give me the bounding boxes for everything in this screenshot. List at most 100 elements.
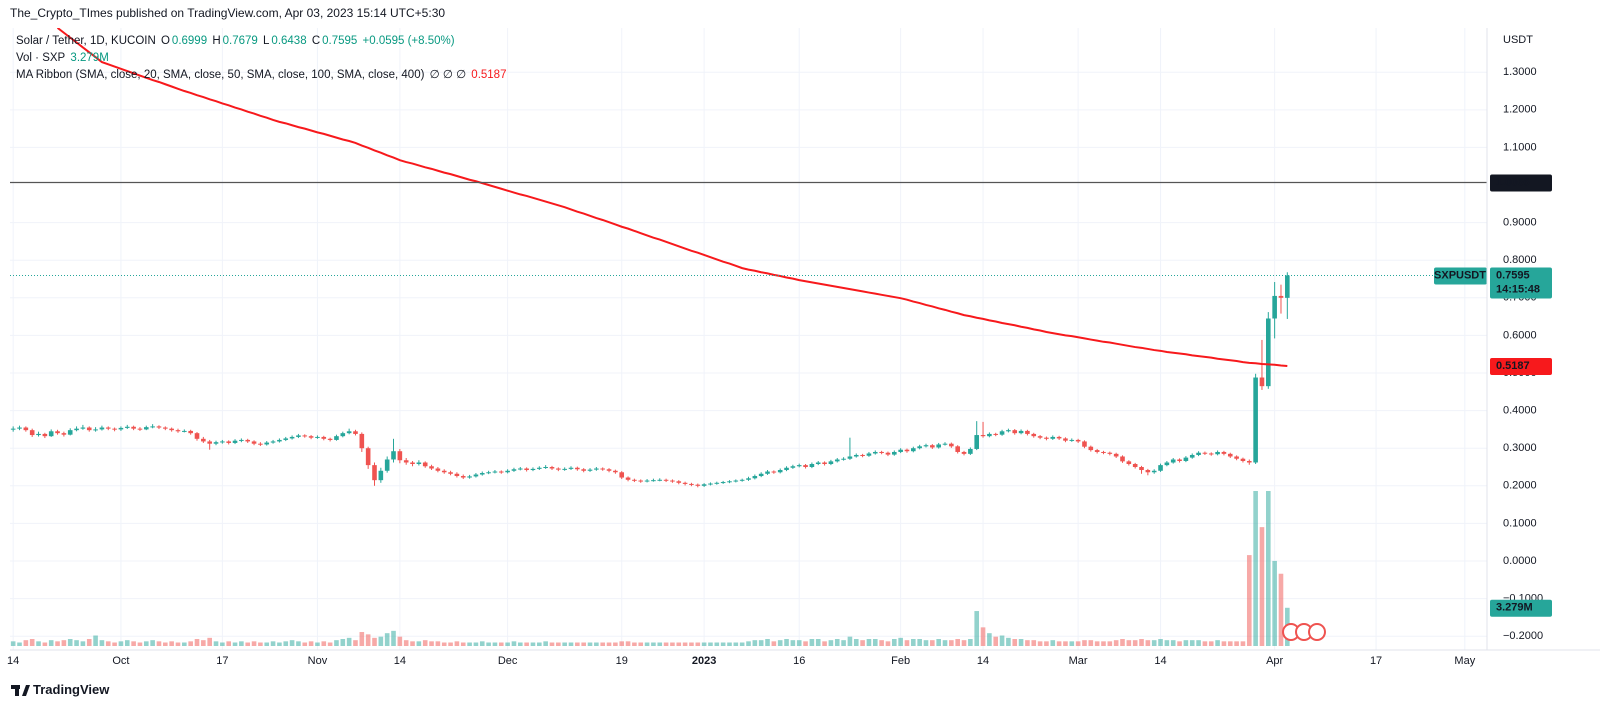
y-tick-label: 1.1000 bbox=[1503, 141, 1537, 153]
volume-bar bbox=[86, 639, 92, 646]
candle-body bbox=[790, 466, 796, 468]
volume-bar bbox=[670, 642, 675, 646]
candle-body bbox=[993, 433, 999, 435]
candle-body bbox=[365, 448, 371, 466]
candle-body bbox=[67, 430, 73, 435]
y-tick-label: 1.2000 bbox=[1503, 104, 1537, 116]
candle-body bbox=[1177, 459, 1182, 461]
volume-bar bbox=[416, 641, 422, 646]
volume-bar bbox=[904, 640, 910, 646]
brand-logo bbox=[11, 685, 30, 696]
candle-body bbox=[137, 428, 143, 430]
x-tick-label: Oct bbox=[112, 655, 129, 667]
x-tick-label: 14 bbox=[1154, 655, 1166, 667]
volume-bar bbox=[644, 642, 650, 646]
candle-body bbox=[283, 438, 289, 440]
candle-body bbox=[1189, 454, 1195, 458]
volume-bar bbox=[150, 640, 155, 646]
candle-body bbox=[1164, 462, 1170, 466]
volume-bar bbox=[391, 630, 396, 646]
candle-body bbox=[1196, 452, 1201, 455]
volume-bar bbox=[651, 642, 656, 646]
candle-body bbox=[898, 449, 903, 452]
y-tick-label: 0.8000 bbox=[1503, 254, 1537, 266]
candle-body bbox=[479, 473, 485, 475]
x-tick-label: 2023 bbox=[692, 655, 716, 667]
volume-bar bbox=[1082, 640, 1087, 646]
candle-body bbox=[169, 428, 174, 431]
volume-bar bbox=[124, 640, 130, 646]
volume-bar bbox=[137, 642, 143, 646]
candle-body bbox=[1253, 377, 1258, 463]
candle-body bbox=[872, 451, 878, 454]
volume-bar bbox=[695, 642, 701, 646]
volume-bar bbox=[568, 642, 574, 646]
symbol-badge-bg bbox=[1434, 267, 1487, 285]
candle-body bbox=[911, 448, 916, 452]
volume-name: Vol · SXP bbox=[16, 52, 66, 64]
ma-badge: 0.5187 bbox=[1496, 360, 1530, 372]
x-tick-label: 19 bbox=[616, 655, 628, 667]
ma-line bbox=[56, 28, 1288, 367]
volume-bar bbox=[239, 641, 244, 646]
candle-body bbox=[36, 433, 41, 436]
volume-bar bbox=[315, 642, 320, 646]
candle-body bbox=[720, 482, 726, 484]
candle-body bbox=[771, 471, 777, 473]
candle-body bbox=[1069, 439, 1075, 441]
volume-bar bbox=[467, 642, 472, 646]
candle-body bbox=[904, 449, 910, 452]
volume-bar bbox=[296, 641, 301, 646]
candle-body bbox=[1107, 452, 1113, 454]
candle-body bbox=[74, 428, 79, 431]
candle-body bbox=[23, 427, 29, 431]
volume-bar bbox=[701, 642, 707, 646]
volume-bar bbox=[36, 641, 41, 646]
volume-bar bbox=[194, 639, 200, 646]
volume-bar bbox=[632, 642, 637, 646]
candle-body bbox=[1183, 457, 1189, 461]
volume-bar bbox=[765, 639, 770, 646]
volume-bar bbox=[1088, 640, 1094, 646]
volume-bar bbox=[1158, 639, 1163, 646]
volume-badge-bg bbox=[1490, 599, 1552, 617]
volume-bar bbox=[220, 642, 225, 646]
volume-bar bbox=[118, 641, 124, 646]
volume-bar bbox=[435, 641, 441, 646]
candle-body bbox=[124, 426, 130, 428]
candle-body bbox=[422, 462, 428, 467]
x-tick-label: 14 bbox=[977, 655, 989, 667]
candle-body bbox=[537, 467, 542, 469]
volume-bar bbox=[1215, 640, 1220, 646]
volume-bar bbox=[771, 641, 777, 646]
volume-bar bbox=[911, 639, 916, 646]
volume-bar bbox=[365, 634, 371, 646]
volume-bar bbox=[784, 639, 789, 646]
volume-bar bbox=[422, 640, 428, 646]
candle-body bbox=[80, 427, 86, 429]
candle-body bbox=[289, 436, 295, 439]
candle-body bbox=[600, 468, 606, 470]
volume-bar bbox=[562, 642, 567, 646]
volume-bar bbox=[549, 642, 555, 646]
candle-body bbox=[270, 441, 276, 443]
volume-bar bbox=[663, 642, 669, 646]
ma-name: MA Ribbon (SMA, close, 20, SMA, close, 5… bbox=[16, 69, 425, 81]
volume-bar bbox=[188, 641, 193, 646]
candle-body bbox=[556, 468, 561, 470]
event-icons bbox=[1282, 623, 1326, 641]
price-badge: 14:15:48 bbox=[1496, 283, 1540, 295]
ma-hidden: ∅ ∅ ∅ bbox=[429, 69, 467, 81]
volume-bar bbox=[334, 640, 339, 646]
candle-body bbox=[644, 480, 650, 482]
x-tick-label: Dec bbox=[498, 655, 518, 667]
x-tick-label: Nov bbox=[308, 655, 328, 667]
x-tick-label: Mar bbox=[1069, 655, 1088, 667]
volume-bar bbox=[277, 642, 282, 646]
volume-bar bbox=[1107, 641, 1113, 646]
volume-bar bbox=[1221, 641, 1227, 646]
candle-body bbox=[359, 433, 365, 449]
volume-bar bbox=[619, 641, 625, 646]
candle-body bbox=[321, 436, 327, 439]
volume-bar bbox=[714, 642, 720, 646]
